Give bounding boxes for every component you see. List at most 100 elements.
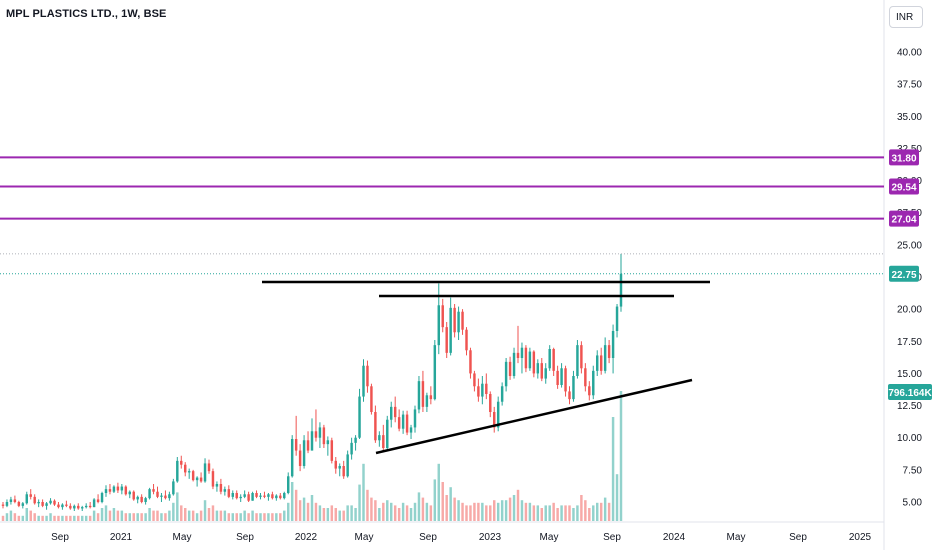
candle-body xyxy=(207,463,211,472)
volume-bar xyxy=(580,495,583,521)
volume-bar xyxy=(49,513,52,521)
candle-body xyxy=(251,493,254,501)
volume-bar xyxy=(314,502,318,521)
volume-bar xyxy=(342,510,345,521)
candle-body xyxy=(378,435,381,441)
volume-bar xyxy=(120,510,124,521)
candle-body xyxy=(405,414,409,433)
candle-body xyxy=(298,450,302,466)
volume-bar xyxy=(421,497,425,521)
candle-body xyxy=(425,395,429,407)
candle-body xyxy=(512,352,516,376)
volume-bar xyxy=(287,502,290,521)
candle-body xyxy=(17,502,21,506)
volume-bar xyxy=(405,505,409,521)
y-tick-label: 37.50 xyxy=(897,80,922,91)
volume-bar xyxy=(556,508,559,521)
candle-body xyxy=(116,486,120,491)
volume-bar xyxy=(572,508,575,521)
candle-body xyxy=(120,486,124,491)
volume-bar xyxy=(156,510,159,521)
volume-bar xyxy=(203,500,207,521)
volume-bar xyxy=(263,513,266,521)
volume-bar xyxy=(508,497,512,521)
volume-bar xyxy=(338,510,341,521)
candle-body xyxy=(5,502,9,506)
volume-bar xyxy=(227,513,231,521)
volume-bar xyxy=(251,510,254,521)
volume-bar xyxy=(283,510,286,521)
candle-body xyxy=(599,355,603,371)
candle-body xyxy=(112,486,116,492)
volume-bar xyxy=(615,474,619,521)
volume-bar xyxy=(326,508,330,521)
volume-bar xyxy=(560,505,563,521)
candle-body xyxy=(314,431,318,438)
candle-body xyxy=(334,460,337,469)
candle-body xyxy=(441,305,444,328)
candle-body xyxy=(61,504,64,508)
candle-body xyxy=(354,437,357,443)
volume-bar xyxy=(441,482,444,521)
x-tick-label: Sep xyxy=(51,532,69,543)
candle-body xyxy=(1,504,5,506)
candle-body xyxy=(619,273,623,307)
candle-body xyxy=(409,427,413,433)
volume-bar xyxy=(374,500,377,521)
volume-bar xyxy=(112,508,116,521)
volume-bar xyxy=(473,502,476,521)
candle-body xyxy=(393,406,397,418)
candle-body xyxy=(21,503,25,506)
candle-body xyxy=(57,504,60,508)
candle-body xyxy=(96,499,100,502)
candle-body xyxy=(13,499,17,502)
volume-bar xyxy=(386,500,389,521)
x-tick-label: 2023 xyxy=(479,532,502,543)
level-badge xyxy=(889,149,919,166)
volume-bar xyxy=(13,513,17,521)
candle-body xyxy=(100,493,104,502)
volume-bar xyxy=(136,513,139,521)
volume-bar xyxy=(449,487,452,521)
candle-body xyxy=(607,345,611,358)
candle-body xyxy=(223,489,227,492)
candle-body xyxy=(421,381,425,407)
volume-bar xyxy=(124,513,128,521)
candle-body xyxy=(25,494,28,504)
candle-body xyxy=(191,471,195,481)
volume-bar xyxy=(564,505,567,521)
candle-body xyxy=(29,494,32,497)
last-price-badge xyxy=(889,265,919,282)
currency-selector[interactable]: INR xyxy=(889,6,923,28)
volume-bar xyxy=(496,502,500,521)
candle-body xyxy=(457,311,460,333)
x-tick-label: Sep xyxy=(236,532,254,543)
candle-body xyxy=(429,395,433,400)
candle-body xyxy=(310,431,314,451)
volume-bar xyxy=(540,508,543,521)
candle-body xyxy=(37,502,40,504)
candle-body xyxy=(184,464,187,473)
volume-bar xyxy=(223,510,227,521)
candle-body xyxy=(65,504,68,506)
volume-bar xyxy=(92,510,96,521)
volume-bar xyxy=(84,515,88,521)
candle-body xyxy=(560,368,563,385)
candle-body xyxy=(576,345,579,376)
candle-body xyxy=(528,351,532,369)
volume-bar xyxy=(485,505,488,521)
volume-bar xyxy=(45,515,48,521)
candle-body xyxy=(358,396,361,438)
x-tick-label: May xyxy=(727,532,746,543)
volume-bar xyxy=(306,502,310,521)
candle-body xyxy=(156,491,159,497)
volume-bar xyxy=(382,502,385,521)
level-badge xyxy=(889,210,919,227)
volume-bar xyxy=(271,513,274,521)
volume-bar xyxy=(187,510,191,521)
candle-body xyxy=(176,460,179,482)
candle-body xyxy=(53,500,56,505)
candle-body xyxy=(271,494,274,499)
